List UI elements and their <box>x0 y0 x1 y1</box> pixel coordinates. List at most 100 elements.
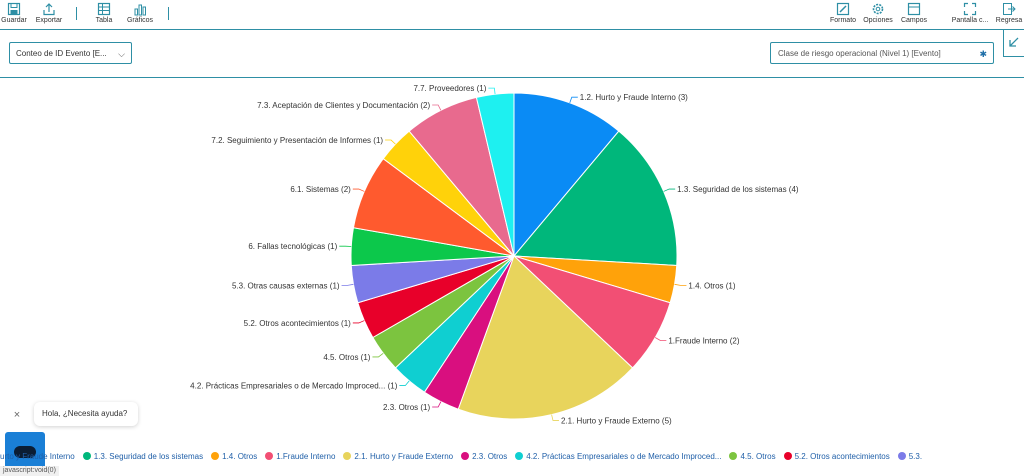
format-label: Formato <box>829 17 857 24</box>
legend-label: 1.Fraude Interno <box>276 452 336 461</box>
save-icon <box>7 2 21 16</box>
pie-slice[interactable] <box>512 130 678 267</box>
legend-item[interactable]: 4.5. Otros <box>729 452 776 461</box>
back-icon <box>1003 3 1016 15</box>
options-button[interactable]: Opciones <box>861 2 895 24</box>
chart-legend-items: urto y Fraude Interno 1.3. Seguridad de l… <box>0 452 930 461</box>
legend-item[interactable]: urto y Fraude Interno <box>0 452 75 461</box>
back-button[interactable]: Regresa <box>994 2 1024 24</box>
table-icon <box>97 2 111 16</box>
pie-leader-line <box>663 188 676 192</box>
pie-slice-label: 1.3. Seguridad de los sistemas (4) <box>677 185 799 194</box>
pie-leader-line <box>551 414 559 421</box>
collapse-panel-button[interactable] <box>1003 30 1024 57</box>
pie-leader-lines <box>339 87 687 421</box>
pie-leader-line <box>341 283 354 286</box>
legend-swatch <box>461 452 470 460</box>
chevron-down-icon: ⌵ <box>118 49 125 59</box>
legend-item[interactable]: 2.3. Otros <box>461 452 507 461</box>
table-label: Tabla <box>95 17 113 24</box>
format-icon <box>836 2 850 16</box>
export-icon <box>43 3 55 16</box>
pie-slice-label: 5.2. Otros acontecimientos (1) <box>244 319 351 328</box>
gear-icon[interactable]: ✱ <box>979 49 987 59</box>
legend-item[interactable]: 1.Fraude Interno <box>265 452 335 461</box>
fields-button[interactable]: Campos <box>898 2 930 24</box>
pie-slice-label: 4.5. Otros (1) <box>323 353 370 362</box>
legend-swatch <box>515 452 524 460</box>
fullscreen-button[interactable]: Pantalla c... <box>948 2 992 24</box>
legend-swatch <box>729 452 738 460</box>
legend-swatch <box>897 452 906 460</box>
pie-chart: 1.2. Hurto y Fraude Interno (3) 1.3. Segu… <box>190 84 799 425</box>
table-button[interactable]: Tabla <box>92 2 116 24</box>
fields-label: Campos <box>900 17 928 24</box>
pie-slice-label: 6.1. Sistemas (2) <box>290 185 351 194</box>
pie-leader-line <box>654 337 667 341</box>
legend-label: 1.3. Seguridad de los sistemas <box>93 452 204 461</box>
pie-slice-label: 2.1. Hurto y Fraude Externo (5) <box>561 416 672 425</box>
legend-label: 2.1. Hurto y Fraude Externo <box>354 452 454 461</box>
pie-leader-line <box>372 353 384 358</box>
pie-leader-line <box>488 87 496 95</box>
fields-icon <box>907 2 921 16</box>
options-label: Opciones <box>863 17 893 24</box>
chart-legend: urto y Fraude Interno 1.3. Seguridad de l… <box>0 449 1024 465</box>
status-bar: javascript:void(0) <box>0 466 59 476</box>
pie-slice[interactable] <box>513 92 620 258</box>
legend-item[interactable]: 1.3. Seguridad de los sistemas <box>82 452 204 461</box>
legend-label: 4.5. Otros <box>740 452 776 461</box>
save-button[interactable]: Guardar <box>0 2 28 24</box>
legend-label: 4.2. Prácticas Empresariales o de Mercad… <box>526 452 722 461</box>
export-button[interactable]: Exportar <box>32 2 66 24</box>
measure-select-value: Conteo de ID Evento [E... <box>16 49 107 58</box>
pie-leader-line <box>352 320 365 324</box>
chat-close-button[interactable]: × <box>13 409 21 421</box>
pie-leader-line <box>432 104 442 111</box>
chat-icon <box>14 446 36 458</box>
filter-strip: Conteo de ID Evento [E... ⌵ Clase de rie… <box>0 30 1024 78</box>
gear-icon <box>872 3 884 15</box>
legend-label: 1.4. Otros <box>222 452 258 461</box>
legend-item[interactable]: 5.3. <box>897 452 923 461</box>
bar-chart-icon <box>134 4 146 16</box>
pie-leader-line <box>674 283 687 286</box>
pie-slice-label: 7.2. Seguimiento y Presentación de Infor… <box>211 136 383 145</box>
legend-swatch <box>343 452 352 460</box>
fullscreen-icon <box>963 2 977 16</box>
measure-select[interactable]: Conteo de ID Evento [E... ⌵ <box>9 42 132 64</box>
pie-slice[interactable] <box>475 92 515 257</box>
save-label: Guardar <box>1 17 27 24</box>
pie-slice-label: 7.3. Aceptación de Clientes y Documentac… <box>257 101 430 110</box>
format-button[interactable]: Formato <box>827 2 859 24</box>
pie-leader-line <box>385 139 396 145</box>
legend-item[interactable]: 4.2. Prácticas Empresariales o de Mercad… <box>515 452 721 461</box>
pie-slice-label: 1.Fraude Interno (2) <box>668 337 739 346</box>
pie-slices <box>350 92 678 420</box>
chat-launcher-button[interactable] <box>5 432 45 472</box>
pie-slice-label: 5.3. Otras causas externas (1) <box>232 281 340 290</box>
charts-label: Gráficos <box>126 17 154 24</box>
pie-slice-label: 1.2. Hurto y Fraude Interno (3) <box>580 93 688 102</box>
legend-swatch <box>82 452 91 460</box>
pie-slice-label: 4.2. Prácticas Empresariales o de Mercad… <box>190 381 398 390</box>
pie-leader-line <box>399 380 410 386</box>
legend-item[interactable]: 1.4. Otros <box>211 452 257 461</box>
toolbar-divider <box>76 7 77 20</box>
legend-label: 2.3. Otros <box>472 452 508 461</box>
legend-item[interactable]: 5.2. Otros acontecimientos <box>783 452 890 461</box>
legend-label: 5.3. <box>908 452 923 461</box>
back-label: Regresa <box>995 17 1023 24</box>
legend-label: 5.2. Otros acontecimientos <box>794 452 890 461</box>
charts-button[interactable]: Gráficos <box>124 2 156 24</box>
pie-slice-label: 6. Fallas tecnológicas (1) <box>248 242 337 251</box>
dimension-select[interactable]: Clase de riesgo operacional (Nivel 1) [E… <box>770 42 994 64</box>
legend-item[interactable]: 2.1. Hurto y Fraude Externo <box>343 452 453 461</box>
chat-message[interactable]: Hola, ¿Necesita ayuda? <box>34 402 138 426</box>
pie-slice[interactable] <box>457 255 634 420</box>
arrow-diagonal-icon <box>1009 37 1019 47</box>
pie-slice-label: 2.3. Otros (1) <box>383 403 430 412</box>
export-label: Exportar <box>35 17 63 24</box>
toolbar: Guardar Exportar Tabla Gráficos Formato … <box>0 0 1024 30</box>
pie-leader-line <box>432 401 442 408</box>
